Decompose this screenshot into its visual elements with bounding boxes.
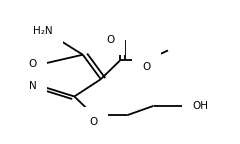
Text: O: O xyxy=(29,59,37,69)
Text: H₂N: H₂N xyxy=(33,26,53,36)
Text: O: O xyxy=(142,62,150,72)
Text: OH: OH xyxy=(192,101,209,111)
Text: N: N xyxy=(29,81,37,91)
Text: O: O xyxy=(90,117,98,127)
Text: O: O xyxy=(107,35,115,45)
